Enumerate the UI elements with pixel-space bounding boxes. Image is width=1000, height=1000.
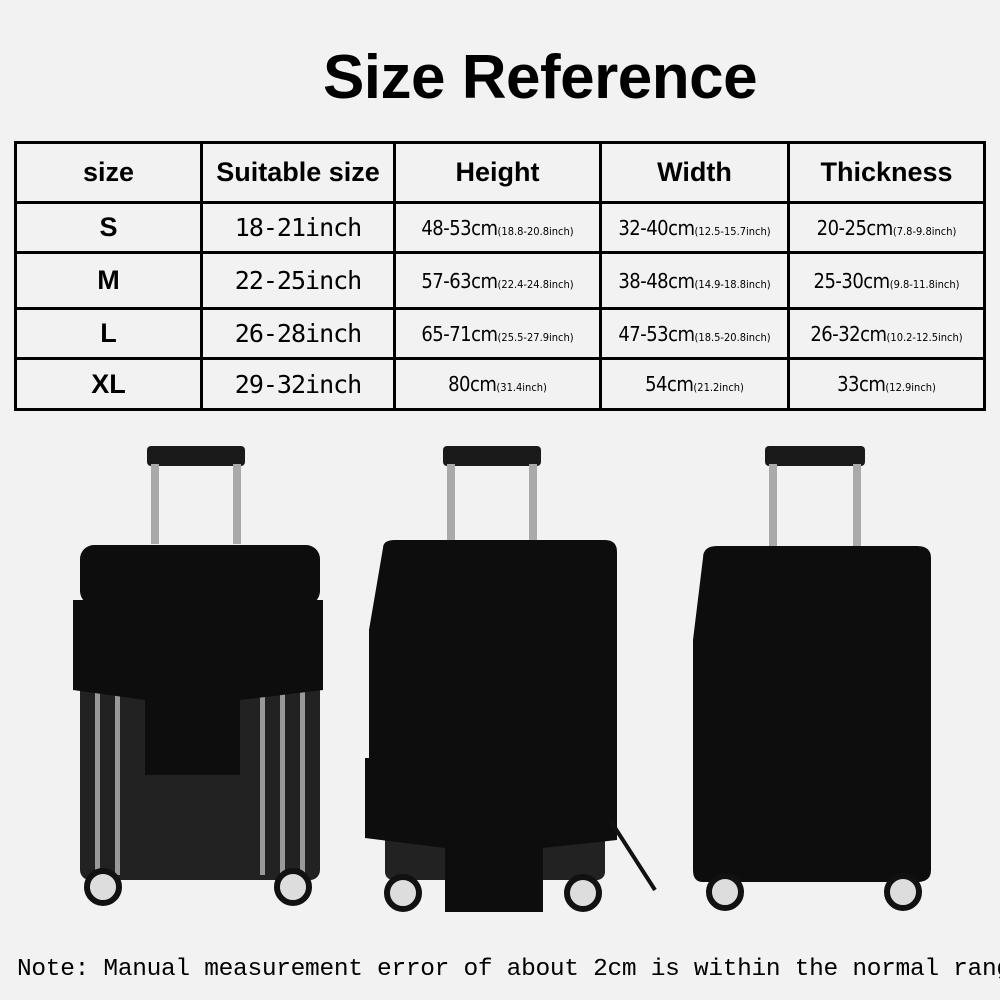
header-size: size — [14, 141, 203, 204]
width-cell: 54cm(21.2inch) — [599, 357, 790, 411]
thickness-cm: 25-30cm — [813, 268, 891, 293]
suitable-size-cell: 18-21inch — [200, 201, 396, 254]
height-cm: 65-71cm — [421, 321, 498, 346]
height-inch: (31.4inch) — [496, 381, 547, 394]
width-cm: 54cm — [645, 372, 694, 396]
width-cell: 47-53cm(18.5-20.8inch) — [599, 307, 790, 360]
width-inch: (12.5-15.7inch) — [694, 224, 771, 238]
height-inch: (22.4-24.8inch) — [497, 277, 574, 291]
height-cell: 48-53cm(18.8-20.8inch) — [393, 201, 602, 254]
table-row: M 22-25inch 57-63cm(22.4-24.8inch) 38-48cm(… — [14, 251, 986, 310]
size-cell: L — [14, 307, 203, 360]
thickness-inch: (12.9inch) — [885, 381, 936, 394]
header-suitable-size: Suitable size — [200, 141, 396, 204]
height-cm: 57-63cm — [421, 268, 498, 293]
height-cm: 80cm — [448, 372, 497, 396]
height-cell: 65-71cm(25.5-27.9inch) — [393, 307, 602, 360]
size-cell: XL — [14, 357, 203, 411]
measurement-note: Note: Manual measurement error of about … — [17, 956, 1000, 983]
suitcase-partially-covered-image — [73, 446, 323, 906]
size-cell: M — [14, 251, 203, 310]
width-inch: (14.9-18.8inch) — [694, 277, 771, 291]
width-cell: 38-48cm(14.9-18.8inch) — [599, 251, 790, 310]
suitable-size-cell: 29-32inch — [200, 357, 396, 411]
thickness-cell: 20-25cm(7.8-9.8inch) — [787, 201, 986, 254]
thickness-cm: 26-32cm — [810, 321, 887, 346]
suitable-size-cell: 22-25inch — [200, 251, 396, 310]
thickness-cm: 20-25cm — [816, 215, 894, 240]
height-cell: 80cm(31.4inch) — [393, 357, 602, 411]
header-width: Width — [599, 141, 790, 204]
size-table: size Suitable size Height Width Thicknes… — [14, 141, 986, 411]
height-inch: (18.8-20.8inch) — [497, 224, 574, 238]
width-inch: (21.2inch) — [693, 381, 744, 394]
thickness-inch: (7.8-9.8inch) — [892, 224, 957, 238]
height-cell: 57-63cm(22.4-24.8inch) — [393, 251, 602, 310]
size-cell: S — [14, 201, 203, 254]
page-title: Size Reference — [322, 43, 758, 112]
suitcase-cover-bottom-open-image — [365, 446, 657, 912]
table-row: S 18-21inch 48-53cm(18.8-20.8inch) 32-40cm(… — [14, 201, 986, 254]
suitcase-fully-covered-image — [693, 446, 931, 911]
height-cm: 48-53cm — [421, 215, 498, 240]
table-header-row: size Suitable size Height Width Thicknes… — [14, 141, 986, 204]
thickness-cm: 33cm — [837, 372, 886, 396]
header-thickness: Thickness — [787, 141, 986, 204]
thickness-inch: (10.2-12.5inch) — [886, 330, 963, 344]
height-inch: (25.5-27.9inch) — [497, 330, 574, 344]
table-row: XL 29-32inch 80cm(31.4inch) 54cm(21.2inch) 3… — [14, 357, 986, 411]
width-cell: 32-40cm(12.5-15.7inch) — [599, 201, 790, 254]
width-cm: 47-53cm — [618, 321, 695, 346]
thickness-cell: 25-30cm(9.8-11.8inch) — [787, 251, 986, 310]
width-cm: 32-40cm — [618, 215, 695, 240]
table-row: L 26-28inch 65-71cm(25.5-27.9inch) 47-53cm(… — [14, 307, 986, 360]
thickness-inch: (9.8-11.8inch) — [889, 277, 960, 291]
thickness-cell: 33cm(12.9inch) — [787, 357, 986, 411]
width-cm: 38-48cm — [618, 268, 695, 293]
header-height: Height — [393, 141, 602, 204]
suitable-size-cell: 26-28inch — [200, 307, 396, 360]
thickness-cell: 26-32cm(10.2-12.5inch) — [787, 307, 986, 360]
width-inch: (18.5-20.8inch) — [694, 330, 771, 344]
